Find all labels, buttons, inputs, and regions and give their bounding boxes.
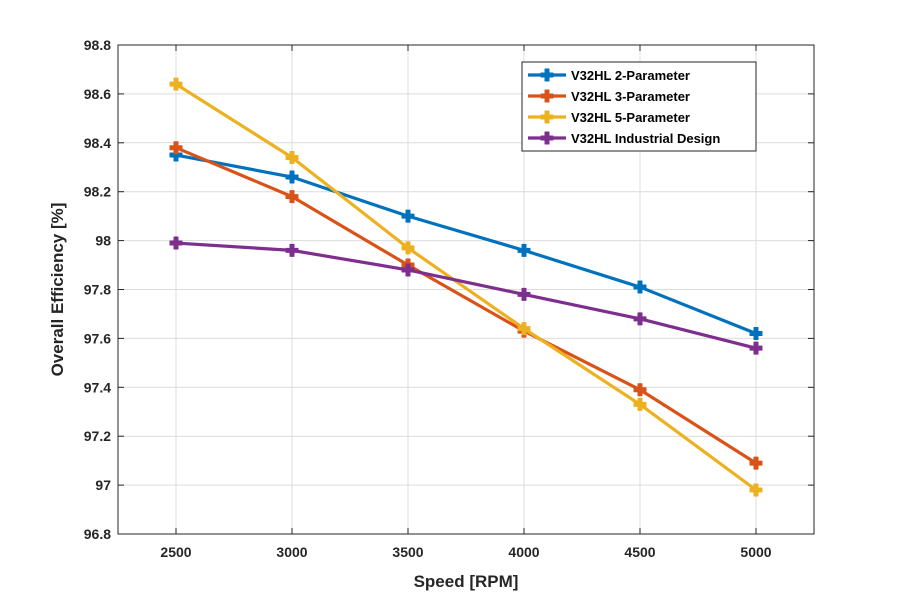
data-point	[633, 312, 647, 326]
legend-label: V32HL 2-Parameter	[571, 68, 690, 83]
data-point	[285, 150, 299, 164]
y-tick-label: 97.4	[84, 379, 111, 395]
x-tick-label: 3500	[392, 544, 423, 560]
series-line	[175, 82, 757, 492]
y-tick-label: 98.2	[84, 184, 111, 200]
legend-marker	[540, 68, 554, 82]
y-tick-label: 97.8	[84, 282, 111, 298]
ticks: 2500 3000 3500 4000 4500 5000 96.8 97 97.2 97.4 97…	[84, 37, 814, 560]
data-point	[517, 322, 531, 336]
series-line	[175, 153, 757, 335]
x-tick-label: 2500	[160, 544, 191, 560]
series-line	[175, 146, 757, 465]
data-point	[749, 483, 763, 497]
legend-item: V32HL Industrial Design	[528, 131, 720, 146]
y-tick-label: 97	[95, 477, 111, 493]
series-4	[169, 236, 763, 355]
data-point	[749, 327, 763, 341]
legend-label: V32HL Industrial Design	[571, 131, 720, 146]
y-tick-label: 97.2	[84, 428, 111, 444]
series-line	[175, 241, 757, 350]
x-tick-label: 5000	[740, 544, 771, 560]
data-point	[633, 280, 647, 294]
legend-marker	[540, 89, 554, 103]
data-point	[749, 456, 763, 470]
y-tick-label: 98.4	[84, 135, 111, 151]
series-3	[169, 77, 763, 497]
data-point	[285, 243, 299, 257]
data-point	[633, 383, 647, 397]
data-point	[401, 263, 415, 277]
data-point	[401, 241, 415, 255]
y-tick-label: 98.8	[84, 37, 111, 53]
legend: V32HL 2-Parameter V32HL 3-Parameter V32HL …	[521, 61, 757, 152]
y-tick-label: 98	[95, 233, 111, 249]
series-1	[169, 148, 763, 341]
data-point	[401, 209, 415, 223]
x-axis-title: Speed [RPM]	[414, 572, 519, 591]
data-point	[285, 170, 299, 184]
series-layer	[169, 77, 763, 497]
x-tick-label: 3000	[276, 544, 307, 560]
data-point	[285, 190, 299, 204]
legend-marker	[540, 131, 554, 145]
series-2	[169, 141, 763, 470]
data-point	[749, 341, 763, 355]
y-tick-label: 97.6	[84, 330, 111, 346]
y-axis-title: Overall Efficiency [%]	[48, 203, 67, 377]
legend-label: V32HL 5-Parameter	[571, 110, 690, 125]
y-tick-label: 96.8	[84, 526, 111, 542]
data-point	[169, 77, 183, 91]
data-point	[169, 236, 183, 250]
data-point	[633, 397, 647, 411]
y-tick-label: 98.6	[84, 86, 111, 102]
legend-box	[521, 61, 757, 152]
legend-item: V32HL 3-Parameter	[528, 89, 690, 104]
data-point	[517, 287, 531, 301]
data-point	[517, 243, 531, 257]
x-tick-label: 4000	[508, 544, 539, 560]
x-tick-label: 4500	[624, 544, 655, 560]
legend-label: V32HL 3-Parameter	[571, 89, 690, 104]
data-point	[169, 141, 183, 155]
legend-item: V32HL 2-Parameter	[528, 68, 690, 83]
legend-marker	[540, 110, 554, 124]
legend-item: V32HL 5-Parameter	[528, 110, 690, 125]
